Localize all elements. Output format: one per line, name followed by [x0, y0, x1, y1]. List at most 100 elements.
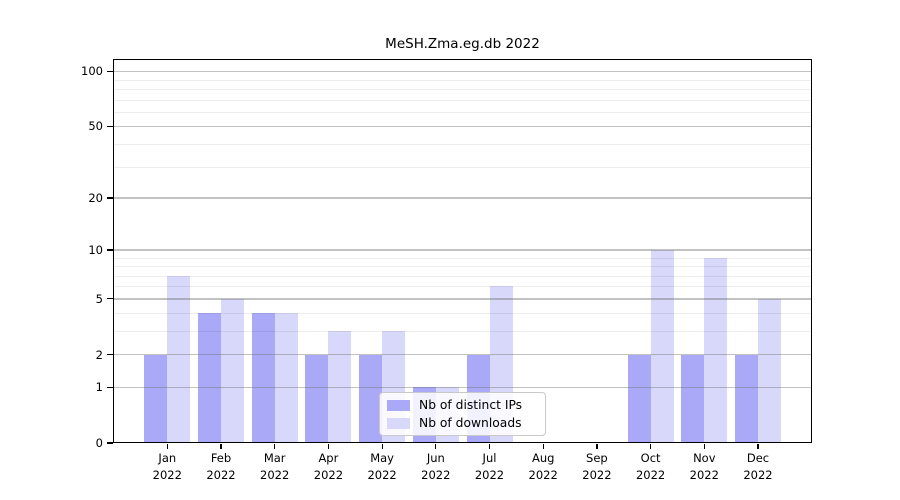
- x-tick-mark: [757, 443, 759, 449]
- gridline-minor: [113, 166, 812, 168]
- x-tick-year: 2022: [743, 467, 773, 482]
- x-tick-mark: [435, 443, 437, 449]
- x-tick-year: 2022: [152, 467, 182, 482]
- x-tick-month: Nov: [693, 451, 716, 465]
- x-tick-month: Aug: [531, 451, 555, 465]
- x-tick-mark: [488, 443, 491, 449]
- bar-feb-downloads: [221, 298, 244, 443]
- gridline-minor: [113, 79, 812, 81]
- x-tick-label: Feb 2022: [190, 450, 252, 483]
- legend-swatch-downloads: [387, 417, 410, 429]
- x-tick-month: Mar: [263, 451, 286, 465]
- y-tick-mark: [107, 70, 113, 73]
- gridline-minor: [113, 99, 812, 101]
- x-tick-mark: [327, 443, 330, 449]
- gridline-major: [113, 125, 812, 128]
- x-tick-label: Jan 2022: [136, 450, 198, 483]
- x-tick-year: 2022: [367, 467, 397, 482]
- gridline-minor: [113, 112, 812, 114]
- y-tick-mark: [107, 386, 113, 388]
- bar-jan-downloads: [167, 275, 191, 443]
- x-tick-mark: [596, 443, 598, 449]
- y-tick-mark: [107, 249, 113, 251]
- x-tick-month: Feb: [210, 451, 232, 465]
- x-tick-month: Sep: [586, 451, 608, 465]
- bar-mar-downloads: [274, 313, 298, 443]
- x-tick-mark: [166, 443, 168, 449]
- x-tick-year: 2022: [206, 467, 236, 482]
- x-tick-year: 2022: [635, 467, 666, 482]
- x-tick-label: May 2022: [351, 450, 413, 483]
- bar-feb-distinct-ips: [198, 313, 221, 443]
- y-tick-mark: [107, 298, 113, 300]
- bar-apr-distinct-ips: [305, 354, 329, 443]
- gridline-minor: [113, 144, 812, 146]
- x-tick-mark: [220, 443, 222, 449]
- bar-oct-downloads: [650, 249, 674, 443]
- x-tick-year: 2022: [689, 467, 719, 482]
- y-tick-label: 2: [95, 347, 103, 362]
- y-tick-label: 1: [95, 380, 103, 395]
- x-tick-month: Dec: [746, 451, 770, 465]
- x-tick-label: Jul 2022: [459, 450, 521, 483]
- gridline-minor: [113, 266, 812, 268]
- x-tick-year: 2022: [313, 467, 344, 482]
- gridline-major: [113, 298, 812, 300]
- gridline-major: [113, 70, 812, 73]
- y-tick-mark: [107, 353, 113, 356]
- y-tick-mark: [107, 197, 113, 199]
- bar-mar-distinct-ips: [251, 313, 275, 443]
- bar-nov-distinct-ips: [681, 354, 705, 443]
- x-tick-label: Apr 2022: [297, 450, 359, 483]
- gridline-minor: [113, 313, 812, 315]
- x-tick-label: Jun 2022: [405, 450, 467, 483]
- x-tick-month: Apr: [318, 451, 339, 465]
- y-tick-label: 10: [88, 242, 103, 257]
- gridline-minor: [113, 331, 812, 333]
- gridline-major: [113, 197, 812, 199]
- y-tick-mark: [107, 442, 113, 444]
- x-tick-month: May: [370, 451, 394, 465]
- bar-may-distinct-ips: [359, 354, 383, 443]
- x-tick-mark: [274, 443, 276, 449]
- x-tick-label: Aug 2022: [512, 450, 574, 483]
- legend-item-downloads: Nb of downloads: [387, 415, 545, 431]
- legend-label-distinct-ips: Nb of distinct IPs: [419, 398, 523, 412]
- y-tick-label: 5: [95, 291, 103, 306]
- legend-swatch-distinct-ips: [387, 399, 410, 411]
- x-tick-label: Nov 2022: [673, 450, 735, 483]
- x-tick-year: 2022: [582, 467, 612, 482]
- gridline-major: [113, 353, 812, 356]
- x-tick-month: Jul: [482, 451, 497, 465]
- bar-dec-downloads: [758, 298, 781, 443]
- x-tick-mark: [381, 443, 383, 449]
- x-tick-label: Sep 2022: [566, 450, 628, 483]
- x-tick-year: 2022: [474, 467, 505, 482]
- x-tick-mark: [650, 443, 652, 449]
- gridline-major: [113, 249, 812, 251]
- x-tick-year: 2022: [260, 467, 290, 482]
- legend-label-downloads: Nb of downloads: [419, 416, 522, 430]
- bar-dec-distinct-ips: [735, 354, 758, 443]
- bar-nov-downloads: [704, 257, 728, 443]
- gridline-minor: [113, 275, 812, 277]
- x-tick-label: Oct 2022: [620, 450, 682, 483]
- legend-item-distinct-ips: Nb of distinct IPs: [387, 397, 545, 413]
- x-tick-month: Jun: [426, 451, 445, 465]
- y-tick-mark: [107, 125, 113, 128]
- x-tick-month: Oct: [640, 451, 661, 465]
- gridline-minor: [113, 286, 812, 288]
- x-tick-label: Mar 2022: [244, 450, 306, 483]
- y-tick-label: 0: [95, 436, 103, 450]
- y-tick-label: 100: [81, 64, 103, 79]
- gridline-major: [113, 386, 812, 388]
- x-tick-label: Dec 2022: [727, 450, 789, 483]
- gridline-minor: [113, 89, 812, 91]
- bar-oct-distinct-ips: [627, 354, 651, 443]
- x-tick-mark: [542, 443, 544, 449]
- bar-jan-distinct-ips: [144, 354, 168, 443]
- gridline-minor: [113, 257, 812, 259]
- x-tick-month: Jan: [158, 451, 177, 465]
- bar-apr-downloads: [328, 331, 352, 443]
